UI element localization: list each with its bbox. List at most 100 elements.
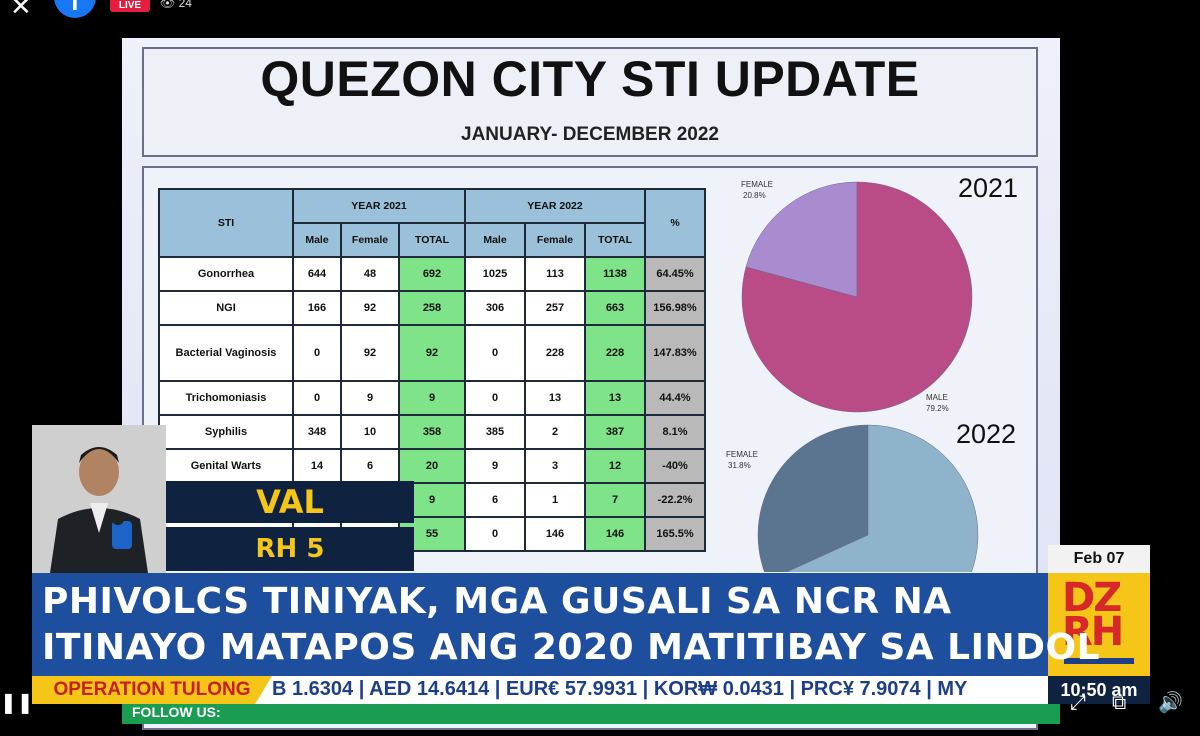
cell-percent: -22.2% <box>644 482 706 518</box>
volume-icon[interactable]: 🔊 <box>1158 690 1183 714</box>
sub-total: TOTAL <box>398 222 466 258</box>
date-badge: Feb 07 <box>1048 545 1150 573</box>
cell-total: 20 <box>398 448 466 484</box>
cell: 1 <box>524 482 586 518</box>
cell: 1025 <box>464 256 526 292</box>
cell: 0 <box>292 380 342 416</box>
chart-title-2021: 2021 <box>958 173 1019 203</box>
cell: 6 <box>340 448 400 484</box>
sti-name: Syphilis <box>158 414 294 450</box>
slide-title: QUEZON CITY STI UPDATE <box>260 51 920 107</box>
headline-line-1: PHIVOLCS TINIYAK, MGA GUSALI SA NCR NA <box>42 581 952 622</box>
cell: 9 <box>340 380 400 416</box>
cell: 92 <box>340 324 400 382</box>
title-frame <box>142 47 1038 157</box>
sti-table: STI YEAR 2021 YEAR 2022 % Male Female TO… <box>158 188 706 552</box>
cell-percent: 44.4% <box>644 380 706 416</box>
cell: 348 <box>292 414 342 450</box>
slide-subtitle: JANUARY- DECEMBER 2022 <box>461 124 719 145</box>
cell: 0 <box>464 324 526 382</box>
cell: 13 <box>524 380 586 416</box>
cell: 0 <box>292 324 342 382</box>
sti-name: NGI <box>158 290 294 326</box>
pie-slice-female-2022 <box>757 424 869 572</box>
headline-banner: PHIVOLCS TINIYAK, MGA GUSALI SA NCR NA I… <box>32 573 1100 676</box>
header-year-2022: YEAR 2022 <box>464 188 646 224</box>
cell: 0 <box>464 380 526 416</box>
cell-total: 387 <box>584 414 646 450</box>
cell-total: 9 <box>398 380 466 416</box>
sti-name: Gonorrhea <box>158 256 294 292</box>
table-row: NGI 166 92 258 306 257 663 156.98% <box>158 290 706 326</box>
ticker-text: B 1.6304 | AED 14.6414 | EUR€ 57.9931 | … <box>272 678 968 700</box>
station-logo-text: DZRH <box>1062 575 1124 655</box>
cell: 3 <box>524 448 586 484</box>
cell-total: 146 <box>584 516 646 552</box>
pie-label-female-2022: FEMALE 31.8% <box>726 450 759 470</box>
sti-name: Genital Warts <box>158 448 294 484</box>
header-year-2021: YEAR 2021 <box>292 188 466 224</box>
cell: 257 <box>524 290 586 326</box>
station-logo: DZRH <box>1048 573 1150 676</box>
cell: 10 <box>340 414 400 450</box>
table-row: Syphilis 348 10 358 385 2 387 8.1% <box>158 414 706 450</box>
time-display: 10:50 am <box>1048 676 1150 704</box>
sub-male: Male <box>464 222 526 258</box>
cell: 166 <box>292 290 342 326</box>
cell: 0 <box>464 516 526 552</box>
cell: 9 <box>464 448 526 484</box>
cell-total: 7 <box>584 482 646 518</box>
cell: 306 <box>464 290 526 326</box>
cell-percent: 165.5% <box>644 516 706 552</box>
program-label: OPERATION TULONG <box>32 676 272 704</box>
cell-percent: 147.83% <box>644 324 706 382</box>
cell-percent: 156.98% <box>644 290 706 326</box>
cell-total: 358 <box>398 414 466 450</box>
cell: 6 <box>464 482 526 518</box>
cell-total: 228 <box>584 324 646 382</box>
header-sti: STI <box>158 188 294 258</box>
pie-label-female-2021: FEMALE 20.8% <box>741 180 774 200</box>
cell: 385 <box>464 414 526 450</box>
table-row: Bacterial Vaginosis 0 92 92 0 228 228 14… <box>158 324 706 382</box>
chart-title-2022: 2022 <box>956 419 1017 449</box>
sub-female: Female <box>524 222 586 258</box>
cell: 48 <box>340 256 400 292</box>
cell-total: 12 <box>584 448 646 484</box>
cell: 14 <box>292 448 342 484</box>
table-row: Trichomoniasis 0 9 9 0 13 13 44.4% <box>158 380 706 416</box>
sti-name: Bacterial Vaginosis <box>158 324 294 382</box>
viewer-count: 👁 24 <box>160 0 192 10</box>
pause-icon[interactable]: ❚❚ <box>0 690 34 714</box>
reporter-name: VAL GONZALES <box>166 481 414 563</box>
follow-text: FOLLOW US: <box>132 704 221 720</box>
pie-slice-female-2021 <box>745 181 858 298</box>
pie-chart-2022 <box>757 424 979 572</box>
station-logo-bar <box>1064 658 1134 664</box>
cell-total: 258 <box>398 290 466 326</box>
cell-total: 663 <box>584 290 646 326</box>
sti-name: Trichomoniasis <box>158 380 294 416</box>
pie-slice-male-2021 <box>741 181 973 413</box>
reporter-role: RH 5 <box>166 527 414 571</box>
cell-total: 1138 <box>584 256 646 292</box>
cell-total: 692 <box>398 256 466 292</box>
cell-total: 92 <box>398 324 466 382</box>
cell: 228 <box>524 324 586 382</box>
fullscreen-icon[interactable]: ⤢ <box>1070 690 1086 714</box>
cell: 92 <box>340 290 400 326</box>
picture-in-picture-icon[interactable]: ⧉ <box>1112 690 1127 714</box>
cell: 113 <box>524 256 586 292</box>
facebook-logo-icon[interactable]: f <box>54 0 96 18</box>
pie-label-male-2021: MALE 79.2% <box>926 393 949 413</box>
cell-percent: 64.45% <box>644 256 706 292</box>
reporter-figure <box>32 425 166 573</box>
headline-line-2: ITINAYO MATAPOS ANG 2020 MATITIBAY SA LI… <box>42 627 1101 668</box>
table-row: Genital Warts 14 6 20 9 3 12 -40% <box>158 448 706 484</box>
cell: 146 <box>524 516 586 552</box>
sub-male: Male <box>292 222 342 258</box>
pie-slice-male-2022 <box>786 424 979 572</box>
cell-percent: 8.1% <box>644 414 706 450</box>
close-icon[interactable]: ✕ <box>10 0 32 22</box>
header-percent: % <box>644 188 706 258</box>
